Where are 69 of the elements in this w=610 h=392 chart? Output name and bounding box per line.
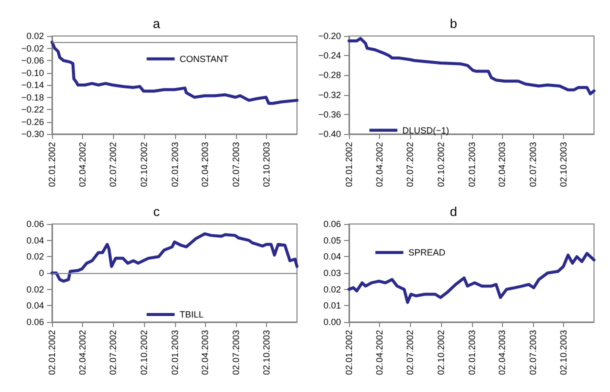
x-tick-label: 02.01.2003 (170, 330, 180, 376)
chart-title: c (153, 204, 160, 219)
y-tick-label: 0 (38, 268, 44, 278)
x-tick-label: 02.04.2003 (200, 142, 210, 188)
x-tick-label: 02.10.2002 (436, 142, 446, 188)
y-tick-label: 0.06 (323, 219, 341, 229)
y-tick-label: −0.20 (318, 31, 341, 41)
x-tick-label: 02.01.2002 (47, 142, 57, 188)
chart-title: d (450, 204, 458, 219)
x-tick-label: 02.10.2002 (436, 330, 446, 376)
y-tick-label: 0.04 (26, 235, 44, 246)
y-tick-label: 0.03 (323, 268, 341, 278)
y-tick-label: −0.40 (318, 129, 341, 139)
x-tick-label: 02.04.2003 (497, 330, 508, 376)
x-tick-label: 02.07.2003 (230, 142, 241, 188)
x-tick-label: 02.07.2003 (528, 330, 538, 376)
y-tick-label: 0.06 (26, 317, 44, 327)
chart-title: a (152, 16, 161, 31)
x-tick-label: 02.04.2002 (77, 142, 88, 188)
y-tick-label: 0.04 (26, 300, 44, 311)
y-tick-label: −0.18 (21, 92, 44, 102)
x-tick-label: 02.07.2002 (404, 142, 415, 188)
x-tick-label: 02.07.2003 (230, 330, 241, 376)
y-tick-label: −0.28 (318, 70, 341, 80)
x-tick-label: 02.10.2003 (262, 142, 272, 188)
chart-title: b (450, 16, 458, 31)
y-tick-label: 0.04 (323, 252, 341, 262)
x-tick-label: 02.01.2002 (344, 142, 354, 188)
x-tick-label: 02.01.2003 (466, 142, 477, 188)
legend-label: DLUSD(−1) (402, 125, 450, 136)
y-tick-label: 0.02 (26, 284, 44, 294)
x-tick-label: 02.01.2003 (170, 142, 180, 188)
x-tick-label: 02.04.2003 (497, 142, 508, 188)
x-tick-label: 02.07.2002 (108, 330, 118, 376)
x-tick-label: 02.01.2002 (47, 330, 57, 376)
y-tick-label: −0.36 (318, 109, 341, 120)
x-tick-label: 02.07.2002 (108, 142, 118, 188)
y-tick-label: −0.02 (21, 43, 44, 54)
y-tick-label: 0.02 (26, 252, 44, 262)
y-tick-label: −0.10 (21, 68, 44, 78)
x-tick-label: 02.10.2003 (558, 330, 569, 376)
x-tick-label: 02.10.2003 (262, 330, 272, 376)
y-tick-label: −0.26 (21, 116, 44, 127)
y-tick-label: 0.02 (323, 284, 341, 294)
x-tick-label: 02.10.2003 (558, 142, 569, 188)
x-tick-label: 02.04.2002 (374, 142, 384, 188)
y-tick-label: 0.06 (26, 219, 44, 229)
y-tick-label: 0.05 (323, 235, 341, 246)
x-tick-label: 02.04.2003 (200, 330, 210, 376)
x-tick-label: 02.01.2002 (344, 330, 354, 376)
y-tick-label: −0.32 (318, 90, 341, 100)
x-tick-label: 02.04.2002 (77, 330, 88, 376)
y-tick-label: 0.01 (323, 300, 341, 311)
legend-label: CONSTANT (180, 54, 229, 64)
x-tick-label: 02.01.2003 (466, 330, 477, 376)
y-tick-label: −0.14 (21, 80, 44, 90)
legend-label: TBILL (180, 310, 204, 320)
y-tick-label: 0.02 (26, 31, 44, 41)
x-tick-label: 02.07.2003 (528, 142, 538, 188)
x-tick-label: 02.04.2002 (374, 330, 384, 376)
x-tick-label: 02.10.2002 (138, 330, 149, 376)
y-tick-label: 0.00 (323, 317, 341, 327)
legend-label: SPREAD (408, 248, 446, 258)
y-tick-label: −0.06 (21, 56, 44, 66)
y-tick-label: −0.24 (318, 50, 341, 61)
y-tick-label: −0.30 (21, 129, 44, 139)
x-tick-label: 02.07.2002 (404, 330, 415, 376)
x-tick-label: 02.10.2002 (138, 142, 149, 188)
y-tick-label: −0.22 (21, 104, 44, 114)
